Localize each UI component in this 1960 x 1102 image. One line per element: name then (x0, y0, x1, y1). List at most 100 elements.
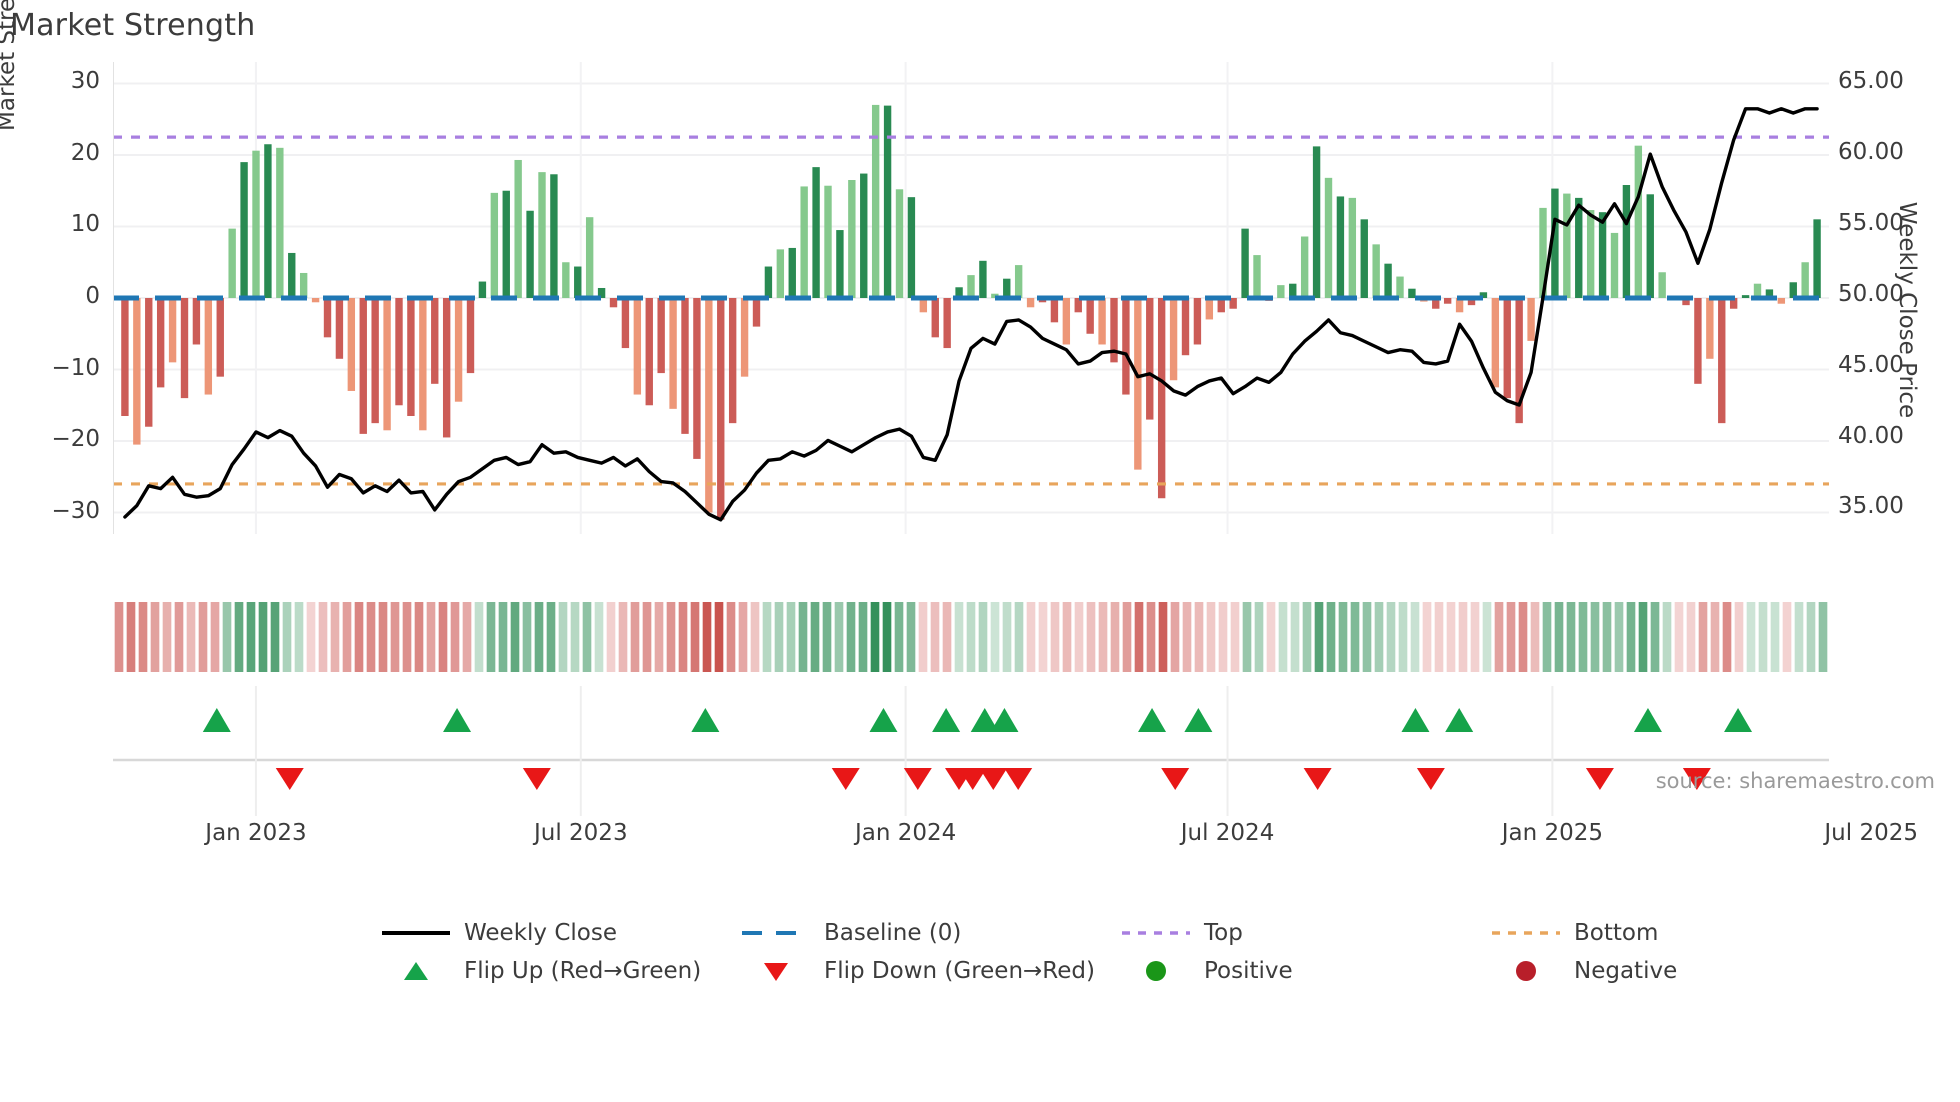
strength-bar (419, 298, 427, 431)
heat-cell (510, 602, 520, 672)
legend-key (740, 920, 812, 946)
strength-bar (1026, 298, 1035, 308)
source-note: source: sharemaestro.com (1655, 769, 1935, 793)
heat-cell (990, 602, 1000, 672)
strength-bar (1157, 298, 1166, 499)
strength-bar (657, 298, 665, 374)
heat-cell (1554, 602, 1564, 672)
flip-up-marker (869, 708, 898, 732)
legend-key (1120, 920, 1192, 946)
y-tick-left: −10 (51, 354, 100, 381)
heat-cell (702, 602, 712, 672)
heat-cell (114, 602, 124, 672)
heat-cell (690, 602, 700, 672)
heat-cell (1626, 602, 1636, 672)
heat-cell (1350, 602, 1360, 672)
strength-bar (693, 298, 701, 459)
flip-down-marker (1004, 768, 1033, 790)
strength-bar (1455, 298, 1464, 313)
strength-bar (943, 298, 951, 349)
heat-cell (582, 602, 592, 672)
strength-bar (871, 104, 880, 298)
y-tick-left: −20 (51, 426, 100, 453)
flip-up-marker (932, 708, 961, 732)
heat-cell (186, 602, 196, 672)
heat-cell (1614, 602, 1624, 672)
strength-bar (1324, 177, 1333, 298)
heat-cell (1146, 602, 1156, 672)
heat-cell (1794, 602, 1804, 672)
strength-bar (979, 260, 987, 298)
heat-cell (1470, 602, 1480, 672)
x-axis-ticks: Jan 2023 Jul 2023 Jan 2024 Jul 2024 Jan 2025… (0, 820, 1960, 870)
strength-bar (1753, 283, 1762, 298)
heat-cell (906, 602, 916, 672)
market-strength-plot (113, 62, 1829, 534)
strength-bar (1384, 263, 1392, 298)
heat-cell (1782, 602, 1792, 672)
legend-item[interactable]: Positive (1120, 958, 1293, 984)
flip-up-marker (1633, 708, 1662, 732)
strength-bar (705, 298, 713, 513)
legend-label: Weekly Close (464, 920, 617, 946)
x-tick-label: Jan 2025 (1501, 820, 1604, 846)
heat-cell (774, 602, 784, 672)
strength-bar (1336, 196, 1345, 298)
heat-cell (1170, 602, 1180, 672)
legend-item[interactable]: Flip Down (Green→Red) (740, 958, 1095, 984)
flip-down-marker (1682, 768, 1711, 790)
strength-bar (1622, 185, 1631, 298)
strength-bar (1134, 298, 1142, 470)
strength-bar (228, 228, 236, 298)
flip-up-marker (990, 708, 1019, 732)
circle-icon (1516, 961, 1536, 981)
heat-cell (498, 602, 508, 672)
heat-cell (174, 602, 184, 672)
strength-bar (1503, 298, 1511, 399)
strength-bar (585, 217, 594, 298)
legend-label: Positive (1204, 958, 1293, 984)
strength-bar (1706, 298, 1714, 359)
legend-item[interactable]: Baseline (0) (740, 920, 961, 946)
strength-bar (669, 298, 677, 409)
heat-cell (1374, 602, 1384, 672)
legend-circle (1516, 961, 1536, 981)
flip-down-marker (1416, 768, 1445, 790)
strength-bar (478, 281, 487, 298)
heat-cell (1806, 602, 1816, 672)
heat-cell (1026, 602, 1036, 672)
legend-circle (1146, 961, 1166, 981)
legend-label: Baseline (0) (824, 920, 962, 946)
legend-item[interactable]: Flip Up (Red→Green) (380, 958, 701, 984)
heat-cell (1014, 602, 1024, 672)
heat-cell (750, 602, 760, 672)
strength-bar (645, 298, 653, 406)
heat-cell (1122, 602, 1132, 672)
strength-bar (1694, 298, 1702, 384)
heat-cell (546, 602, 556, 672)
strength-bar (1181, 298, 1190, 356)
triangle-down-icon (764, 963, 788, 981)
heat-cell (270, 602, 280, 672)
strength-bar (538, 172, 546, 298)
legend-item[interactable]: Top (1120, 920, 1243, 946)
strength-bar (562, 262, 570, 298)
heat-cell (378, 602, 388, 672)
y-axis-left-ticks: 30 20 10 0 −10 −20 −30 (0, 0, 100, 540)
legend-key (1120, 958, 1192, 984)
heat-cell (534, 602, 544, 672)
strength-bar (1014, 265, 1023, 298)
strength-bar (1467, 298, 1476, 306)
strength-bar (1372, 244, 1380, 298)
strength-bar (1408, 288, 1416, 298)
heat-cell (282, 602, 292, 672)
legend-item[interactable]: Bottom (1490, 920, 1658, 946)
legend-item[interactable]: Weekly Close (380, 920, 617, 946)
heat-cell (294, 602, 304, 672)
strength-bar (621, 298, 630, 349)
y-tick-left: 30 (70, 68, 100, 95)
heat-cell (834, 602, 844, 672)
heat-cell (1686, 602, 1696, 672)
heat-cell (966, 602, 976, 672)
legend-item[interactable]: Negative (1490, 958, 1677, 984)
